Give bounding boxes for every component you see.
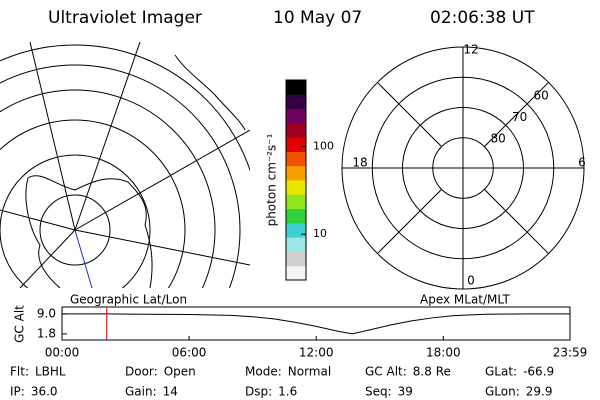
field-value: 39: [398, 385, 413, 399]
time: 02:06:38 UT: [430, 8, 535, 28]
field-value: LBHL: [35, 365, 66, 379]
colorbar-frame: [285, 79, 307, 281]
x-tick-label: 23:59: [553, 346, 588, 360]
field-value: 36.0: [31, 385, 58, 399]
colorbar: 10 100: [285, 79, 334, 281]
lat-label: 60: [533, 88, 548, 102]
x-tick-label: 18:00: [426, 346, 461, 360]
colorbar-segment: [286, 108, 306, 124]
field-label: GC Alt:: [365, 365, 407, 379]
title: Ultraviolet Imager: [48, 8, 202, 28]
colorbar-label: photon cm⁻²s⁻¹: [265, 133, 279, 226]
x-tick-label: 00:00: [45, 346, 80, 360]
polar-caption: Apex MLat/MLT: [420, 293, 510, 307]
plot-frame: [61, 306, 571, 341]
colorbar-segment: [286, 94, 306, 110]
field-label: Gain:: [125, 385, 157, 399]
colorbar-segment: [286, 251, 306, 267]
map-grid: [0, 42, 250, 288]
colorbar-tick-label: 10: [313, 227, 327, 240]
date: 10 May 07: [273, 8, 362, 28]
diagonal-spoke: [484, 189, 549, 254]
y-tick-label: 1.8: [37, 326, 56, 340]
mlt-label: 0: [467, 274, 475, 288]
field-value: 29.9: [526, 385, 553, 399]
field-value: Normal: [288, 365, 331, 379]
status-footer: Flt: LBHL Door: Open Mode: Normal GC Alt: 8.8 R…: [10, 365, 554, 399]
colorbar-segment: [286, 194, 306, 210]
diagonal-spoke: [377, 189, 442, 254]
colorbar-segment: [286, 122, 306, 138]
colorbar-segment: [286, 165, 306, 181]
mlt-label: 18: [352, 156, 367, 170]
colorbar-segment: [286, 222, 306, 238]
field-label: Mode:: [245, 365, 282, 379]
field-label: Dsp:: [245, 385, 272, 399]
diagonal-spoke: [377, 82, 442, 147]
mlt-label: 6: [578, 156, 586, 170]
colorbar-segment: [286, 265, 306, 281]
colorbar-segment: [286, 137, 306, 152]
geographic-map: [0, 42, 250, 288]
x-tick-label: 12:00: [299, 346, 334, 360]
colorbar-tick-label: 100: [313, 140, 334, 153]
field-value: Open: [164, 365, 196, 379]
lat-label: 80: [491, 131, 506, 145]
alt-ylabel: GC Alt: [13, 305, 27, 343]
field-label: Seq:: [365, 385, 392, 399]
colorbar-segment: [286, 80, 306, 95]
altitude-line: [62, 313, 570, 335]
altitude-plot: 9.0 1.8 00:00 06:00 12:00 18:00 23:59: [37, 306, 587, 359]
x-tick-label: 06:00: [172, 346, 207, 360]
lat-label: 70: [512, 110, 527, 124]
field-label: Door:: [125, 365, 158, 379]
field-label: Flt:: [10, 365, 29, 379]
colorbar-segment: [286, 180, 306, 195]
field-label: IP:: [10, 385, 25, 399]
mlt-label: 12: [463, 43, 478, 57]
colorbar-segment: [286, 151, 306, 167]
field-value: 8.8 Re: [413, 365, 451, 379]
colorbar-segment: [286, 208, 306, 224]
colorbar-segment: [286, 237, 306, 252]
field-label: GLat:: [485, 365, 517, 379]
field-label: GLon:: [485, 385, 520, 399]
y-tick-label: 9.0: [37, 306, 56, 320]
field-value: 14: [163, 385, 178, 399]
map-caption: Geographic Lat/Lon: [70, 293, 187, 307]
field-value: -66.9: [523, 365, 554, 379]
field-value: 1.6: [278, 385, 297, 399]
diagonal-spoke: [484, 82, 549, 147]
